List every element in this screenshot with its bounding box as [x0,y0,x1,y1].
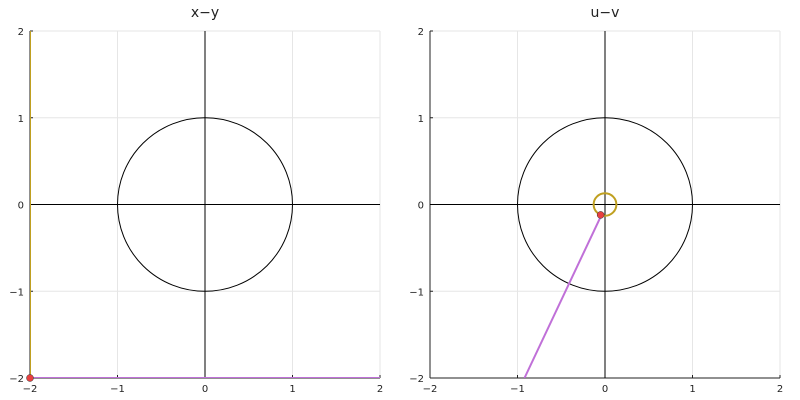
chart-panel-xy: x−y −2 −1 0 1 2 −2 −1 0 1 2 [9,5,383,395]
x-tick-label: 1 [689,384,695,395]
series-group [30,31,380,378]
orbit-curve [592,192,618,217]
y-tick-label: 0 [18,201,24,212]
y-tick-label: −1 [409,287,424,298]
series-group [430,31,780,378]
x-tick-label: 1 [289,384,295,395]
y-tick-label: 1 [18,114,24,125]
x-tick-label: 2 [377,384,383,395]
y-tick-label: −2 [9,374,24,385]
trajectory-line [523,214,603,378]
chart-panel-uv: u−v −2 −1 0 1 2 −2 −1 0 1 2 [409,5,783,395]
y-tick-label: 2 [18,27,24,38]
y-tick-label: 0 [418,201,424,212]
x-tick-label: −2 [23,384,38,395]
y-tick-label: −1 [9,287,24,298]
data-point-marker [596,211,605,219]
x-tick-label: 0 [202,384,208,395]
x-tick-label: −1 [510,384,525,395]
y-tick-label: −2 [409,374,424,385]
chart-title: x−y [191,5,219,21]
x-tick-label: 0 [602,384,608,395]
y-tick-label: 1 [418,114,424,125]
x-tick-label: −1 [110,384,125,395]
chart-title: u−v [591,5,620,21]
data-point-marker [26,374,34,382]
y-tick-label: 2 [418,27,424,38]
x-tick-label: 2 [777,384,783,395]
x-tick-label: −2 [423,384,438,395]
